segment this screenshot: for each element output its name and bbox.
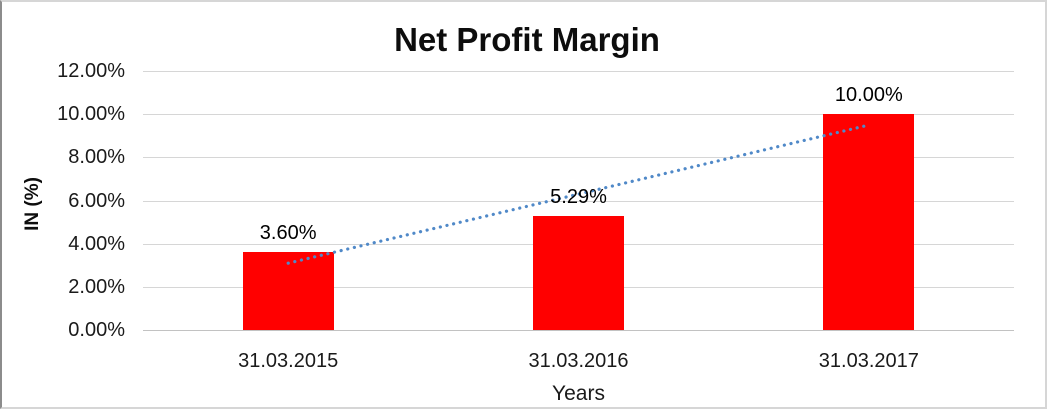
x-category-label: 31.03.2016 xyxy=(528,350,629,372)
gridline xyxy=(143,71,1014,72)
x-category-label: 31.03.2017 xyxy=(818,350,919,372)
bar xyxy=(242,252,334,330)
trendline-layer xyxy=(286,123,871,265)
bar xyxy=(823,114,915,330)
x-axis-line xyxy=(143,330,1014,331)
y-tick-label: 4.00% xyxy=(68,232,125,255)
y-tick-label: 2.00% xyxy=(68,275,125,298)
bar-data-label: 5.29% xyxy=(550,185,607,208)
bar xyxy=(533,215,624,330)
y-tick-label: 10.00% xyxy=(57,103,125,126)
x-axis-title: Years xyxy=(552,382,605,405)
bar-data-label: 3.60% xyxy=(259,222,317,245)
gridline xyxy=(143,157,1014,159)
bar-data-label: 10.00% xyxy=(834,84,903,107)
chart-title: Net Profit Margin xyxy=(394,21,660,58)
y-tick-label: 0.00% xyxy=(68,319,125,341)
y-tick-label: 6.00% xyxy=(68,189,125,212)
y-tick-label: 8.00% xyxy=(68,146,125,169)
x-category-label: 31.03.2015 xyxy=(238,350,339,372)
gridline xyxy=(143,200,1014,202)
y-tick-label: 12.00% xyxy=(57,60,125,82)
plot-area: 3.60% 31.03.2015 5.29% 31.03.2016 10.00% 31.0… xyxy=(143,71,1014,372)
gridline xyxy=(143,114,1014,116)
trendline xyxy=(286,123,871,265)
